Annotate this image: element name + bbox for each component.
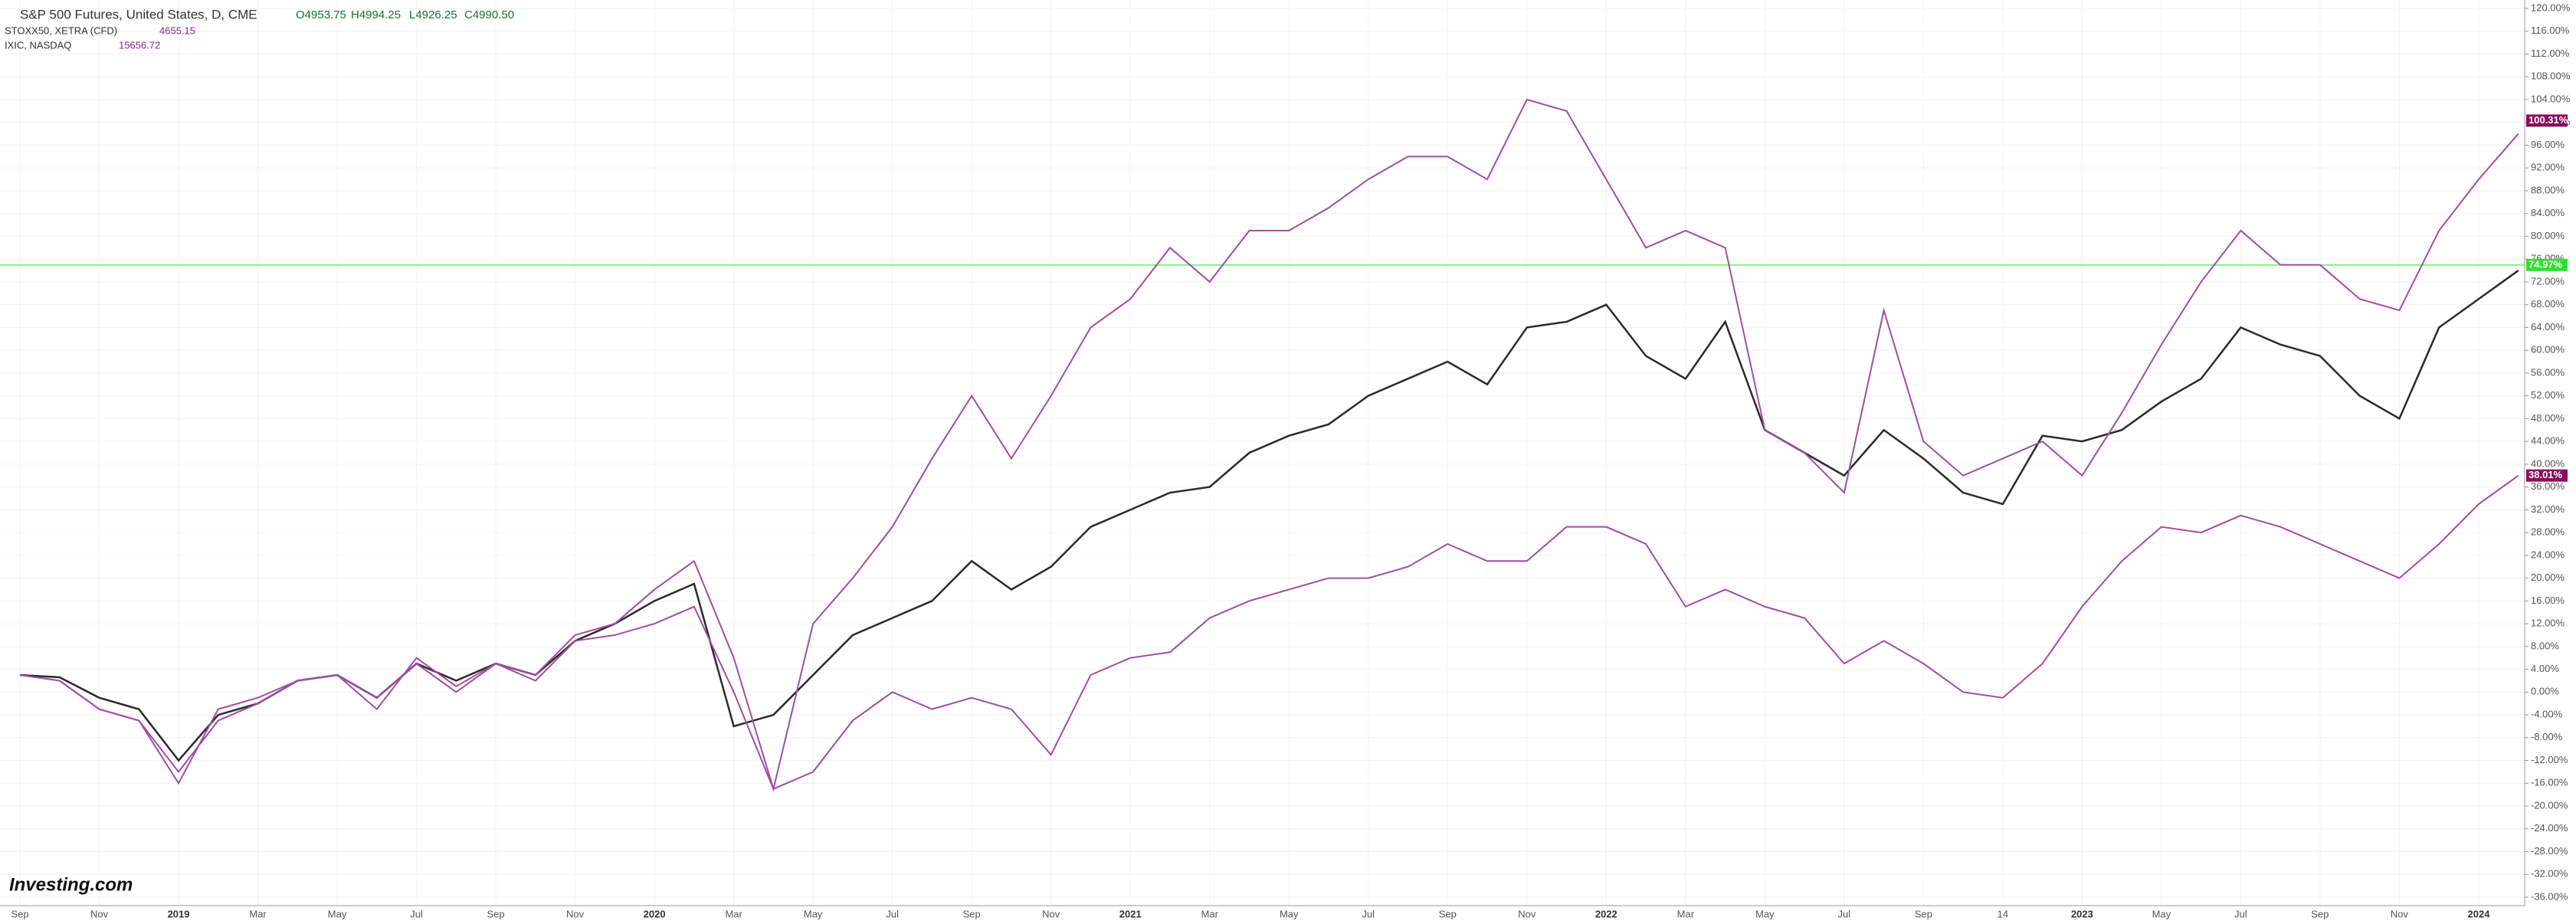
value-badge-label: 38.01%	[2528, 469, 2563, 480]
y-tick-label: 16.00%	[2531, 595, 2565, 606]
x-tick-label: Sep	[1915, 908, 1932, 919]
x-tick-label: Sep	[1439, 908, 1457, 919]
x-tick-label: 2023	[2071, 908, 2093, 919]
y-tick-label: 72.00%	[2531, 275, 2565, 287]
x-tick-label: Nov	[2391, 908, 2409, 919]
y-tick-label: 28.00%	[2531, 526, 2565, 538]
x-tick-label: Nov	[90, 908, 109, 919]
y-tick-label: -16.00%	[2531, 777, 2568, 788]
y-tick-label: -4.00%	[2531, 708, 2563, 719]
y-tick-label: 80.00%	[2531, 230, 2565, 241]
quote: 15656.72	[119, 39, 160, 51]
value-badge-label: 74.97%	[2528, 258, 2563, 270]
y-tick-label: 36.00%	[2531, 480, 2565, 492]
x-tick-label: Sep	[2311, 908, 2329, 919]
x-tick-label: 2020	[644, 908, 666, 919]
y-tick-label: 88.00%	[2531, 184, 2565, 195]
y-tick-label: 104.00%	[2531, 93, 2571, 104]
x-tick-label: Mar	[1201, 908, 1219, 919]
y-tick-label: 84.00%	[2531, 207, 2565, 218]
x-tick-label: 2024	[2468, 908, 2491, 919]
y-tick-label: 56.00%	[2531, 366, 2565, 378]
x-tick-label: Jul	[1838, 908, 1851, 919]
value-badge	[2526, 469, 2568, 482]
y-tick-label: -32.00%	[2531, 868, 2568, 880]
y-tick-label: 40.00%	[2531, 457, 2565, 469]
brand-logo[interactable]: Investing.com	[9, 874, 133, 895]
y-tick-label: 120.00%	[2531, 2, 2571, 13]
y-tick-label: 68.00%	[2531, 298, 2565, 310]
x-tick-label: Nov	[1518, 908, 1536, 919]
y-tick-label: -12.00%	[2531, 754, 2568, 765]
x-tick-label: Jul	[2234, 908, 2247, 919]
x-tick-label: 14	[1998, 908, 2008, 919]
x-tick-label: 2021	[1119, 908, 1142, 919]
y-tick-label: -28.00%	[2531, 845, 2568, 857]
y-tick-label: 8.00%	[2531, 640, 2559, 651]
y-tick-label: 24.00%	[2531, 549, 2565, 560]
value-badge-label: 100.31%	[2528, 114, 2568, 126]
y-tick-label: 96.00%	[2531, 139, 2565, 150]
symbol-3[interactable]: IXIC, NASDAQ	[5, 39, 71, 51]
x-tick-label: 2019	[168, 908, 190, 919]
x-tick-label: Mar	[249, 908, 267, 919]
x-tick-label: May	[2152, 908, 2171, 919]
series-line	[19, 98, 2519, 792]
y-tick-label: -8.00%	[2531, 731, 2563, 742]
quote: 4655.15	[159, 25, 195, 36]
symbol-2[interactable]: STOXX50, XETRA (CFD)	[5, 25, 117, 36]
value-badge	[2526, 258, 2568, 271]
value-badge	[2526, 114, 2568, 127]
y-tick-label: 0.00%	[2531, 686, 2559, 697]
y-tick-label: 64.00%	[2531, 321, 2565, 333]
x-tick-label: Mar	[725, 908, 742, 919]
x-tick-label: May	[804, 908, 823, 919]
x-tick-label: Jul	[886, 908, 899, 919]
x-tick-label: Sep	[487, 908, 505, 919]
y-tick-label: 20.00%	[2531, 572, 2565, 583]
y-tick-label: 116.00%	[2531, 25, 2570, 36]
x-tick-label: Sep	[11, 908, 28, 919]
x-tick-label: May	[1280, 908, 1299, 919]
x-tick-label: May	[328, 908, 347, 919]
y-tick-label: 44.00%	[2531, 435, 2565, 447]
y-tick-label: -36.00%	[2531, 890, 2568, 902]
x-tick-label: May	[1755, 908, 1775, 919]
y-tick-label: 52.00%	[2531, 389, 2565, 401]
y-tick-label: 112.00%	[2531, 48, 2570, 59]
y-tick-label: -20.00%	[2531, 799, 2568, 811]
y-tick-label: -24.00%	[2531, 822, 2568, 834]
ohlc: L4926.25	[409, 8, 457, 21]
y-tick-label: 4.00%	[2531, 663, 2559, 674]
ohlc: C4990.50	[464, 8, 514, 21]
main-symbol[interactable]: S&P 500 Futures, United States, D, CME	[20, 7, 257, 21]
x-tick-label: Mar	[1677, 908, 1695, 919]
x-tick-label: Jul	[1362, 908, 1375, 919]
x-tick-label: Sep	[963, 908, 981, 919]
y-tick-label: 108.00%	[2531, 70, 2571, 82]
ohlc: H4994.25	[351, 8, 401, 21]
x-tick-label: 2022	[1595, 908, 1617, 919]
series-line	[19, 474, 2519, 791]
y-tick-label: 48.00%	[2531, 412, 2565, 424]
y-tick-label: 32.00%	[2531, 503, 2565, 515]
y-tick-label: 12.00%	[2531, 618, 2565, 629]
y-tick-label: 60.00%	[2531, 344, 2565, 356]
x-tick-label: Nov	[566, 908, 585, 919]
x-tick-label: Nov	[1042, 908, 1060, 919]
x-tick-label: Jul	[410, 908, 423, 919]
y-tick-label: 92.00%	[2531, 162, 2565, 173]
ohlc: O4953.75	[296, 8, 346, 21]
